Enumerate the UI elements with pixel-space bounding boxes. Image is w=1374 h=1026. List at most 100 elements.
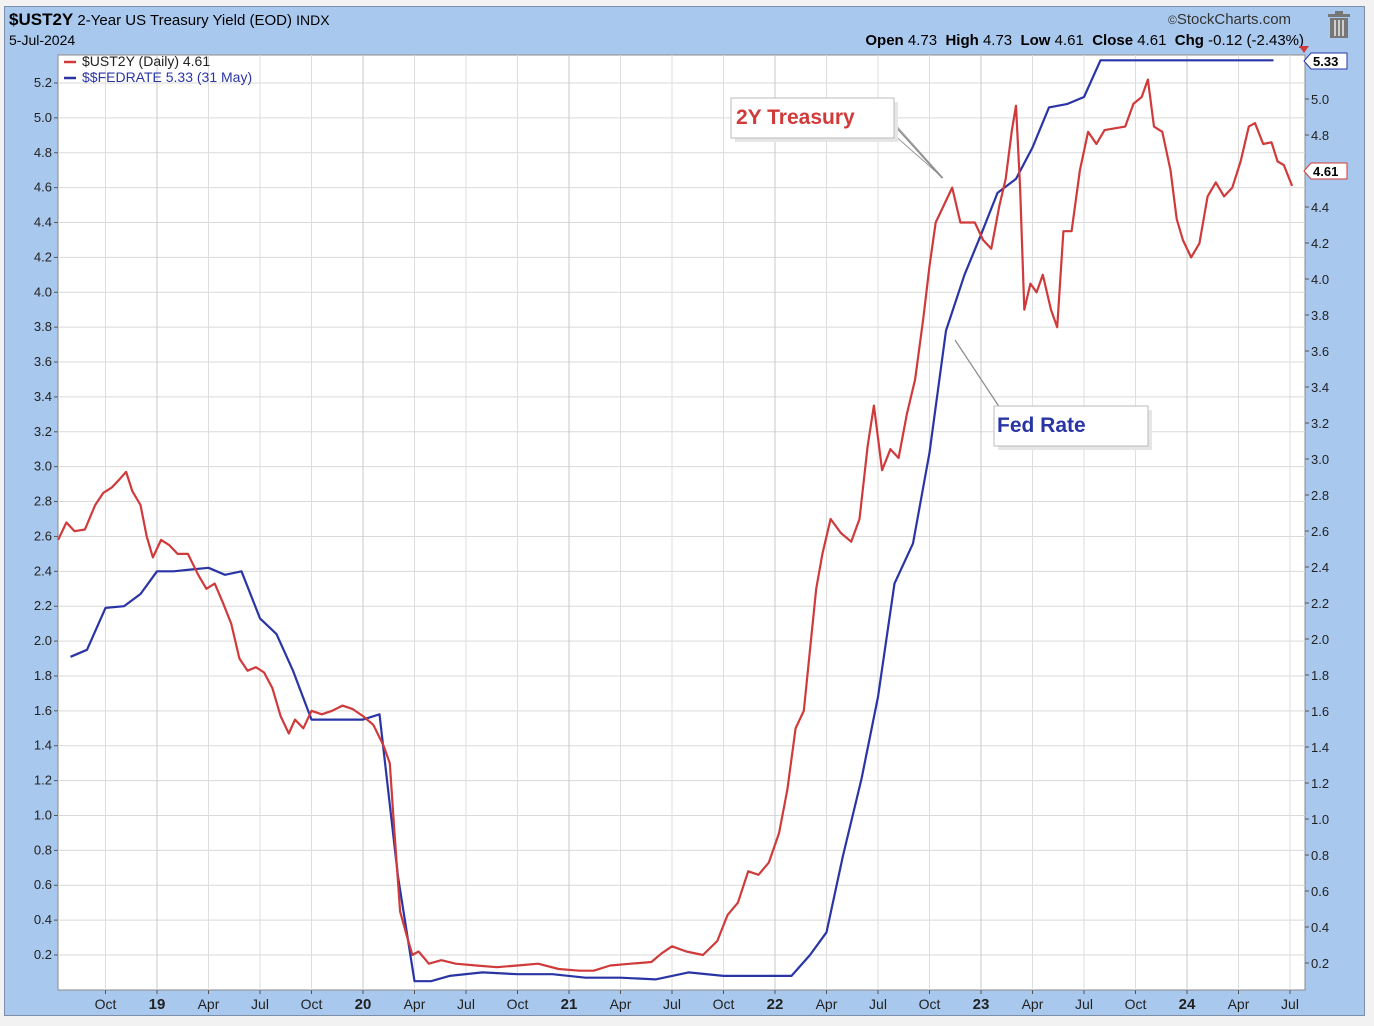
y-tick-label-left: 5.0 xyxy=(34,110,52,125)
x-tick-label: Oct xyxy=(95,996,117,1012)
y-tick-label-left: 4.8 xyxy=(34,145,52,160)
x-tick-label: 19 xyxy=(149,996,166,1013)
y-tick-label-right: 1.2 xyxy=(1311,776,1329,791)
x-tick-label: Jul xyxy=(1281,996,1299,1012)
close-value: 4.61 xyxy=(1137,32,1167,49)
x-tick-label: Oct xyxy=(301,996,323,1012)
y-tick-label-right: 3.4 xyxy=(1311,380,1329,395)
brand-label[interactable]: ©StockCharts.com xyxy=(1168,11,1292,28)
y-tick-label-left: 1.4 xyxy=(34,738,52,753)
y-tick-label-left: 1.2 xyxy=(34,773,52,788)
y-tick-label-left: 2.2 xyxy=(34,598,52,613)
y-tick-label-right: 2.2 xyxy=(1311,596,1329,611)
y-tick-label-right: 4.8 xyxy=(1311,128,1329,143)
x-tick-label: 22 xyxy=(767,996,784,1013)
ohlc-readout: Open 4.73 High 4.73 Low 4.61 Close 4.61 … xyxy=(865,32,1304,49)
last-value-fed: 5.33 xyxy=(1313,54,1338,69)
y-tick-label-right: 4.0 xyxy=(1311,272,1329,287)
copyright-icon: © xyxy=(1168,13,1177,27)
exchange: INDX xyxy=(296,12,330,28)
y-tick-label-right: 5.0 xyxy=(1311,92,1329,107)
y-tick-label-left: 4.4 xyxy=(34,215,52,230)
y-tick-label-left: 1.6 xyxy=(34,703,52,718)
x-tick-label: Oct xyxy=(919,996,941,1012)
x-tick-label: 21 xyxy=(561,996,578,1013)
x-tick-label: Jul xyxy=(869,996,887,1012)
x-tick-label: Oct xyxy=(713,996,735,1012)
open-value: 4.73 xyxy=(907,32,938,49)
legend-fedrate: $$FEDRATE 5.33 (31 May) xyxy=(82,69,252,85)
y-tick-label-right: 4.2 xyxy=(1311,236,1329,251)
y-tick-label-right: 0.2 xyxy=(1311,956,1329,971)
y-tick-label-left: 0.8 xyxy=(34,842,52,857)
x-tick-label: Jul xyxy=(251,996,269,1012)
y-tick-label-left: 0.2 xyxy=(34,947,52,962)
chg-value: -0.12 (-2.43%) xyxy=(1208,32,1304,49)
x-tick-label: 24 xyxy=(1179,996,1196,1013)
legend-ust2y: $UST2Y (Daily) 4.61 xyxy=(82,53,210,69)
y-tick-label-right: 4.4 xyxy=(1311,200,1329,215)
plot-area xyxy=(57,54,1306,991)
y-tick-label-left: 2.8 xyxy=(34,494,52,509)
y-tick-label-right: 3.0 xyxy=(1311,452,1329,467)
y-tick-label-left: 1.8 xyxy=(34,668,52,683)
x-tick-label: Oct xyxy=(1125,996,1147,1012)
trash-icon[interactable] xyxy=(1327,11,1351,39)
chart-date: 5-Jul-2024 xyxy=(9,32,76,48)
y-tick-label-left: 4.6 xyxy=(34,180,52,195)
last-value-fed-marker: 5.33 xyxy=(1303,52,1348,70)
last-value-ust2y: 4.61 xyxy=(1313,164,1338,179)
y-tick-label-right: 3.6 xyxy=(1311,344,1329,359)
y-tick-label-left: 5.2 xyxy=(34,75,52,90)
x-tick-label: Jul xyxy=(1075,996,1093,1012)
x-tick-label: 20 xyxy=(355,996,372,1013)
description: 2-Year US Treasury Yield (EOD) xyxy=(77,12,292,29)
chart-title-row: $UST2Y 2-Year US Treasury Yield (EOD) IN… xyxy=(9,10,330,30)
last-value-ust2y-marker: 4.61 xyxy=(1303,162,1348,180)
y-tick-label-left: 4.0 xyxy=(34,284,52,299)
x-tick-label: Apr xyxy=(1022,996,1044,1012)
y-tick-label-right: 2.0 xyxy=(1311,632,1329,647)
y-tick-label-left: 0.6 xyxy=(34,877,52,892)
series-fedrate-line xyxy=(70,59,1274,983)
y-tick-label-left: 0.4 xyxy=(34,912,52,927)
y-tick-label-right: 1.0 xyxy=(1311,812,1329,827)
annotation-treasury: 2Y Treasury xyxy=(730,97,944,179)
y-tick-label-left: 2.0 xyxy=(34,633,52,648)
y-tick-label-right: 2.8 xyxy=(1311,488,1329,503)
x-tick-label: Oct xyxy=(507,996,529,1012)
x-tick-label: Jul xyxy=(663,996,681,1012)
y-tick-label-right: 1.4 xyxy=(1311,740,1329,755)
y-tick-label-left: 2.4 xyxy=(34,563,52,578)
y-tick-label-left: 3.6 xyxy=(34,354,52,369)
x-tick-label: Apr xyxy=(404,996,426,1012)
y-tick-label-right: 2.6 xyxy=(1311,524,1329,539)
annotation-treasury-label: 2Y Treasury xyxy=(736,106,855,129)
y-tick-label-left: 4.2 xyxy=(34,249,52,264)
x-tick-label: Apr xyxy=(816,996,838,1012)
x-tick-label: 23 xyxy=(973,996,990,1013)
series-ust2y-line xyxy=(57,78,1294,972)
y-tick-label-right: 1.6 xyxy=(1311,704,1329,719)
legend: $UST2Y (Daily) 4.61 $$FEDRATE 5.33 (31 M… xyxy=(64,53,252,85)
y-tick-label-left: 1.0 xyxy=(34,807,52,822)
x-tick-label: Apr xyxy=(610,996,632,1012)
chg-down-icon xyxy=(1299,40,1309,58)
y-tick-label-right: 0.4 xyxy=(1311,920,1329,935)
x-tick-label: Jul xyxy=(457,996,475,1012)
y-tick-label-left: 3.0 xyxy=(34,459,52,474)
y-tick-label-right: 0.8 xyxy=(1311,848,1329,863)
y-tick-label-right: 3.2 xyxy=(1311,416,1329,431)
symbol: $UST2Y xyxy=(9,10,74,29)
y-tick-label-left: 2.6 xyxy=(34,528,52,543)
y-tick-label-left: 3.8 xyxy=(34,319,52,334)
low-value: 4.61 xyxy=(1054,32,1084,49)
x-tick-label: Apr xyxy=(198,996,220,1012)
y-tick-label-right: 0.6 xyxy=(1311,884,1329,899)
annotation-fed: Fed Rate xyxy=(954,339,1152,450)
y-tick-label-right: 2.4 xyxy=(1311,560,1329,575)
x-tick-label: Apr xyxy=(1228,996,1250,1012)
annotation-fed-label: Fed Rate xyxy=(997,414,1086,437)
high-value: 4.73 xyxy=(982,32,1013,49)
